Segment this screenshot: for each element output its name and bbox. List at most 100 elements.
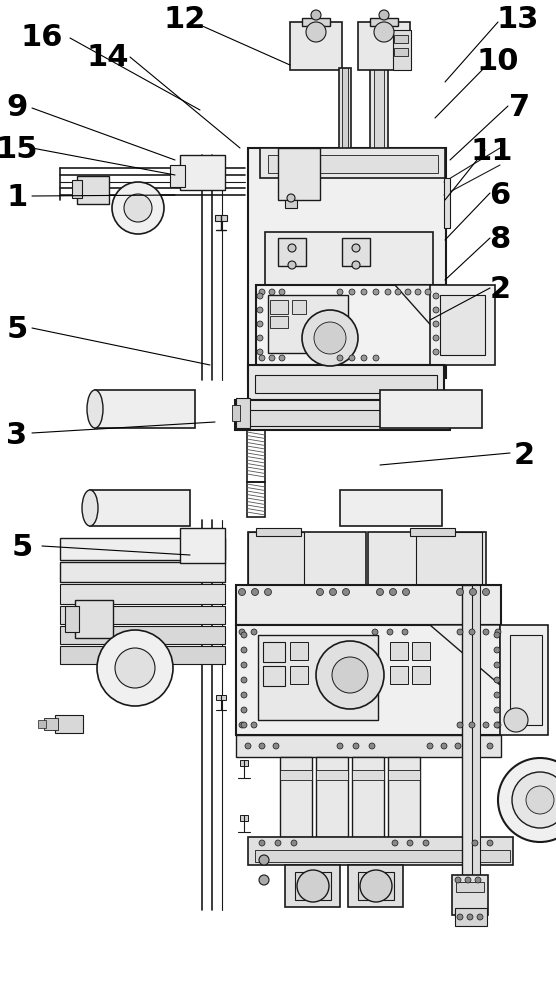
Circle shape bbox=[483, 722, 489, 728]
Circle shape bbox=[494, 692, 500, 698]
Bar bbox=[236, 735, 501, 757]
Bar bbox=[412, 642, 430, 660]
Text: 8: 8 bbox=[489, 226, 510, 254]
Bar bbox=[285, 200, 297, 208]
Circle shape bbox=[288, 261, 296, 269]
Circle shape bbox=[403, 588, 410, 595]
Bar bbox=[44, 718, 58, 730]
Bar bbox=[248, 410, 438, 426]
Circle shape bbox=[504, 708, 528, 732]
Circle shape bbox=[259, 355, 265, 361]
Bar bbox=[240, 815, 248, 821]
Text: 5: 5 bbox=[11, 534, 33, 562]
Text: 5: 5 bbox=[6, 316, 28, 344]
Circle shape bbox=[302, 310, 358, 366]
Bar bbox=[440, 295, 485, 355]
Bar bbox=[292, 300, 306, 314]
Circle shape bbox=[372, 629, 378, 635]
Circle shape bbox=[259, 840, 265, 846]
Bar bbox=[38, 720, 46, 728]
Circle shape bbox=[241, 647, 247, 653]
Circle shape bbox=[433, 293, 439, 299]
Bar bbox=[268, 295, 348, 353]
Circle shape bbox=[311, 10, 321, 20]
Circle shape bbox=[241, 677, 247, 683]
Polygon shape bbox=[430, 625, 500, 685]
Bar bbox=[370, 22, 388, 152]
Text: 12: 12 bbox=[164, 5, 206, 34]
Circle shape bbox=[257, 321, 263, 327]
Circle shape bbox=[353, 743, 359, 749]
Circle shape bbox=[390, 588, 396, 595]
Text: 15: 15 bbox=[0, 135, 38, 164]
Ellipse shape bbox=[112, 182, 164, 234]
Circle shape bbox=[483, 629, 489, 635]
Bar bbox=[248, 532, 366, 587]
Circle shape bbox=[376, 588, 384, 595]
Bar bbox=[430, 285, 495, 365]
Bar bbox=[216, 695, 226, 700]
Circle shape bbox=[385, 289, 391, 295]
Circle shape bbox=[469, 722, 475, 728]
Bar bbox=[444, 178, 450, 228]
Bar bbox=[60, 562, 225, 582]
Text: 11: 11 bbox=[471, 137, 513, 166]
Circle shape bbox=[259, 875, 269, 885]
Bar bbox=[260, 148, 445, 178]
Bar bbox=[290, 666, 308, 684]
Bar bbox=[340, 490, 442, 526]
Bar bbox=[339, 68, 351, 150]
Circle shape bbox=[433, 349, 439, 355]
Bar bbox=[390, 666, 408, 684]
Circle shape bbox=[360, 870, 392, 902]
Bar bbox=[180, 528, 225, 563]
Bar bbox=[170, 165, 185, 187]
Bar bbox=[180, 155, 225, 190]
Bar bbox=[72, 180, 82, 198]
Circle shape bbox=[467, 914, 473, 920]
Text: 16: 16 bbox=[21, 23, 63, 52]
Bar bbox=[255, 375, 437, 393]
Circle shape bbox=[239, 629, 245, 635]
Bar bbox=[268, 155, 438, 173]
Bar bbox=[240, 760, 248, 766]
Bar bbox=[412, 666, 430, 684]
Circle shape bbox=[379, 10, 389, 20]
Bar bbox=[248, 837, 513, 865]
Bar bbox=[290, 22, 342, 70]
Text: 1: 1 bbox=[6, 184, 28, 213]
Circle shape bbox=[337, 743, 343, 749]
Bar bbox=[65, 606, 79, 632]
Ellipse shape bbox=[87, 390, 103, 428]
Circle shape bbox=[239, 588, 246, 595]
Circle shape bbox=[455, 743, 461, 749]
Bar bbox=[95, 390, 195, 428]
Circle shape bbox=[239, 722, 245, 728]
Bar bbox=[452, 875, 488, 915]
Circle shape bbox=[361, 355, 367, 361]
Circle shape bbox=[316, 641, 384, 709]
Text: 2: 2 bbox=[489, 275, 510, 304]
Circle shape bbox=[241, 632, 247, 638]
Bar bbox=[500, 625, 548, 735]
Ellipse shape bbox=[498, 758, 556, 842]
Circle shape bbox=[457, 722, 463, 728]
Circle shape bbox=[455, 877, 461, 883]
Bar bbox=[232, 405, 240, 421]
Circle shape bbox=[427, 743, 433, 749]
Circle shape bbox=[361, 289, 367, 295]
Bar bbox=[358, 22, 410, 70]
Bar bbox=[456, 882, 484, 892]
Circle shape bbox=[241, 722, 247, 728]
Bar bbox=[55, 715, 83, 733]
Circle shape bbox=[487, 743, 493, 749]
Circle shape bbox=[494, 662, 500, 668]
Circle shape bbox=[349, 355, 355, 361]
Ellipse shape bbox=[97, 630, 173, 706]
Bar bbox=[248, 365, 444, 400]
Bar bbox=[285, 865, 340, 907]
Circle shape bbox=[494, 647, 500, 653]
Circle shape bbox=[269, 355, 275, 361]
Circle shape bbox=[407, 840, 413, 846]
Bar bbox=[410, 528, 455, 536]
